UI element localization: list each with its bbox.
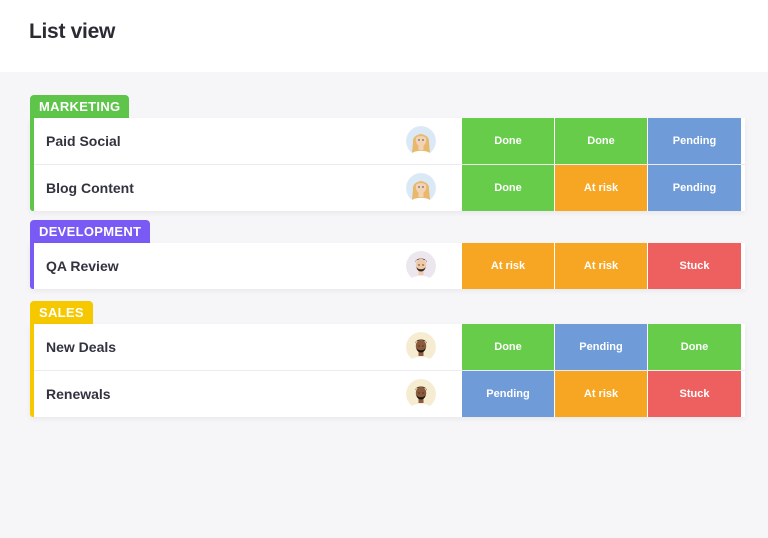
table-row[interactable]: QA Review At risk At risk Stuck — [34, 243, 745, 289]
status-cell-done[interactable]: Done — [462, 165, 554, 211]
man-avatar-dark[interactable] — [406, 332, 436, 362]
group-tag-marketing[interactable]: MARKETING — [30, 95, 130, 119]
row-name-cell[interactable]: Blog Content — [34, 165, 462, 211]
row-name-cell[interactable]: Renewals — [34, 371, 462, 417]
row-label: New Deals — [46, 339, 117, 355]
status-cell-done[interactable]: Done — [555, 118, 647, 164]
status-cell-at-risk[interactable]: At risk — [462, 243, 554, 289]
group-rows: New Deals Done Pending Done Renewals Pendin… — [30, 324, 745, 417]
status-cells: Done At risk Pending — [462, 165, 741, 211]
group-tag-sales[interactable]: SALES — [30, 301, 93, 325]
status-cell-stuck[interactable]: Stuck — [648, 243, 741, 289]
status-cell-done[interactable]: Done — [462, 118, 554, 164]
row-label: Blog Content — [46, 180, 134, 196]
table-row[interactable]: Blog Content Done At risk Pending — [34, 165, 745, 211]
status-cell-pending[interactable]: Pending — [648, 165, 741, 211]
status-cell-at-risk[interactable]: At risk — [555, 165, 647, 211]
table-row[interactable]: New Deals Done Pending Done — [34, 324, 745, 371]
status-cells: At risk At risk Stuck — [462, 243, 741, 289]
status-cell-done[interactable]: Done — [648, 324, 741, 370]
status-cell-at-risk[interactable]: At risk — [555, 371, 647, 417]
row-name-cell[interactable]: New Deals — [34, 324, 462, 370]
row-label: QA Review — [46, 258, 119, 274]
man-avatar-light[interactable] — [406, 251, 436, 281]
group-rows: QA Review At risk At risk Stuck — [30, 243, 745, 289]
status-cell-stuck[interactable]: Stuck — [648, 371, 741, 417]
woman-avatar[interactable] — [406, 126, 436, 156]
man-avatar-dark[interactable] — [406, 379, 436, 409]
status-cells: Done Done Pending — [462, 118, 741, 164]
status-cell-pending[interactable]: Pending — [462, 371, 554, 417]
row-label: Paid Social — [46, 133, 121, 149]
row-name-cell[interactable]: QA Review — [34, 243, 462, 289]
group-tag-development[interactable]: DEVELOPMENT — [30, 220, 151, 244]
status-cell-pending[interactable]: Pending — [648, 118, 741, 164]
status-cells: Pending At risk Stuck — [462, 371, 741, 417]
row-label: Renewals — [46, 386, 111, 402]
status-cell-pending[interactable]: Pending — [555, 324, 647, 370]
table-row[interactable]: Renewals Pending At risk Stuck — [34, 371, 745, 417]
row-name-cell[interactable]: Paid Social — [34, 118, 462, 164]
status-cell-at-risk[interactable]: At risk — [555, 243, 647, 289]
group-rows: Paid Social Done Done Pending Blog Content … — [30, 118, 745, 211]
status-cell-done[interactable]: Done — [462, 324, 554, 370]
status-cells: Done Pending Done — [462, 324, 741, 370]
table-row[interactable]: Paid Social Done Done Pending — [34, 118, 745, 165]
page-title: List view — [29, 20, 115, 43]
woman-avatar[interactable] — [406, 173, 436, 203]
